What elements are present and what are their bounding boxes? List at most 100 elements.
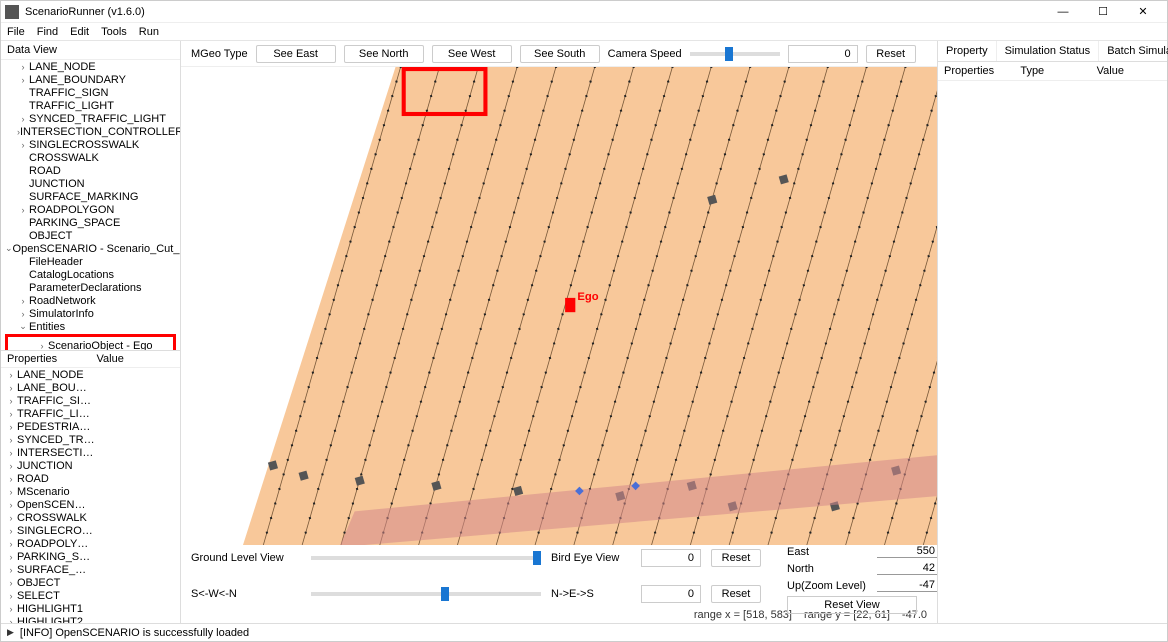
tree-item-label: TRAFFIC_SIGN <box>29 87 108 99</box>
see-south-button[interactable]: See South <box>520 45 600 63</box>
app-window: ScenarioRunner (v1.6.0) — ☐ ✕ File Find … <box>0 0 1168 642</box>
tree-item[interactable]: FileHeader <box>1 255 180 268</box>
east-value[interactable]: 550 <box>877 545 937 558</box>
rp-col-value: Value <box>1091 62 1167 80</box>
props-item[interactable]: ›SINGLECRO… <box>1 524 180 537</box>
props-list[interactable]: ›LANE_NODE›LANE_BOU…›TRAFFIC_SI…›TRAFFIC… <box>1 368 180 623</box>
status-expand-icon[interactable]: ▶ <box>7 627 14 638</box>
props-item[interactable]: ›CROSSWALK <box>1 511 180 524</box>
bird-view-value[interactable]: 0 <box>641 549 701 567</box>
props-item[interactable]: ›LANE_NODE <box>1 368 180 381</box>
data-view-header: Data View <box>1 41 180 60</box>
tree-item[interactable]: JUNCTION <box>1 177 180 190</box>
menu-tools[interactable]: Tools <box>101 26 127 38</box>
tree-item-label: CROSSWALK <box>29 152 99 164</box>
caret-icon: › <box>17 114 29 124</box>
props-item[interactable]: ›TRAFFIC_SI… <box>1 394 180 407</box>
swn-slider[interactable] <box>311 592 541 596</box>
map-toolbar: MGeo Type See East See North See West Se… <box>181 41 937 67</box>
data-view-tree[interactable]: ›LANE_NODE›LANE_BOUNDARYTRAFFIC_SIGNTRAF… <box>1 60 180 350</box>
props-item-label: PEDESTRIA… <box>17 421 90 433</box>
tree-item[interactable]: SURFACE_MARKING <box>1 190 180 203</box>
zoom-value[interactable]: -47 <box>877 579 937 592</box>
props-item[interactable]: ›HIGHLIGHT1 <box>1 602 180 615</box>
nes-label: N->E->S <box>551 588 631 600</box>
props-item-label: ROAD <box>17 473 49 485</box>
maximize-button[interactable]: ☐ <box>1083 2 1123 22</box>
props-item[interactable]: ›PEDESTRIA… <box>1 420 180 433</box>
tree-item[interactable]: ›ScenarioObject - Ego <box>8 339 173 350</box>
props-item-label: TRAFFIC_LI… <box>17 408 90 420</box>
props-item[interactable]: ›ROADPOLY… <box>1 537 180 550</box>
tree-item[interactable]: ›LANE_NODE <box>1 60 180 73</box>
tree-item[interactable]: TRAFFIC_LIGHT <box>1 99 180 112</box>
camera-speed-label: Camera Speed <box>608 48 682 60</box>
see-west-button[interactable]: See West <box>432 45 512 63</box>
props-item-label: SINGLECRO… <box>17 525 93 537</box>
camera-speed-slider[interactable] <box>690 52 780 56</box>
see-north-button[interactable]: See North <box>344 45 424 63</box>
props-item[interactable]: ›ROAD <box>1 472 180 485</box>
entities-highlight: ›ScenarioObject - Ego›ScenarioObject - N… <box>5 334 176 350</box>
tree-item-label: JUNCTION <box>29 178 85 190</box>
props-item[interactable]: ›HIGHLIGHT2 <box>1 615 180 623</box>
props-item[interactable]: ›INTERSECTI… <box>1 446 180 459</box>
tree-item[interactable]: TRAFFIC_SIGN <box>1 86 180 99</box>
nes-reset-button[interactable]: Reset <box>711 585 761 603</box>
props-item-label: LANE_NODE <box>17 369 84 381</box>
tree-item[interactable]: PARKING_SPACE <box>1 216 180 229</box>
tree-item[interactable]: ⌄Entities <box>1 320 180 333</box>
tree-item[interactable]: ParameterDeclarations <box>1 281 180 294</box>
camera-reset-button[interactable]: Reset <box>866 45 916 63</box>
tree-item-label: PARKING_SPACE <box>29 217 120 229</box>
tab-sim-status[interactable]: Simulation Status <box>997 41 1100 61</box>
close-button[interactable]: ✕ <box>1123 2 1163 22</box>
tree-item[interactable]: ›SimulatorInfo <box>1 307 180 320</box>
north-label: North <box>787 563 877 575</box>
menu-run[interactable]: Run <box>139 26 159 38</box>
props-item-label: SELECT <box>17 590 60 602</box>
minimize-button[interactable]: — <box>1043 2 1083 22</box>
props-item[interactable]: ›JUNCTION <box>1 459 180 472</box>
menu-file[interactable]: File <box>7 26 25 38</box>
see-east-button[interactable]: See East <box>256 45 336 63</box>
tree-item[interactable]: ›ROADPOLYGON <box>1 203 180 216</box>
view-reset-button[interactable]: Reset <box>711 549 761 567</box>
props-item[interactable]: ›PARKING_S… <box>1 550 180 563</box>
props-item[interactable]: ›OBJECT <box>1 576 180 589</box>
props-item[interactable]: ›TRAFFIC_LI… <box>1 407 180 420</box>
props-item-label: OpenSCEN… <box>17 499 85 511</box>
tree-item[interactable]: ›SYNCED_TRAFFIC_LIGHT <box>1 112 180 125</box>
props-item[interactable]: ›OpenSCEN… <box>1 498 180 511</box>
tree-item[interactable]: ⌄OpenSCENARIO - Scenario_Cut_In_1 <box>1 242 180 255</box>
caret-icon: › <box>5 461 17 471</box>
caret-icon: › <box>5 409 17 419</box>
props-item[interactable]: ›SURFACE_… <box>1 563 180 576</box>
reset-view-button[interactable]: Reset View <box>787 596 917 614</box>
props-item[interactable]: ›SELECT <box>1 589 180 602</box>
north-value[interactable]: 42 <box>877 562 937 575</box>
props-item[interactable]: ›SYNCED_TR… <box>1 433 180 446</box>
window-title: ScenarioRunner (v1.6.0) <box>25 6 1043 18</box>
menu-edit[interactable]: Edit <box>70 26 89 38</box>
tree-item[interactable]: ›LANE_BOUNDARY <box>1 73 180 86</box>
tree-item[interactable]: CROSSWALK <box>1 151 180 164</box>
props-item[interactable]: ›LANE_BOU… <box>1 381 180 394</box>
camera-speed-value[interactable]: 0 <box>788 45 858 63</box>
tree-item[interactable]: OBJECT <box>1 229 180 242</box>
tree-item-label: ScenarioObject - Ego <box>48 340 153 351</box>
caret-icon: ⌄ <box>17 321 29 332</box>
nes-value[interactable]: 0 <box>641 585 701 603</box>
menu-find[interactable]: Find <box>37 26 58 38</box>
tab-property[interactable]: Property <box>938 41 997 61</box>
tree-item[interactable]: ›RoadNetwork <box>1 294 180 307</box>
tree-item[interactable]: ROAD <box>1 164 180 177</box>
tab-batch-sim[interactable]: Batch Simulation <box>1099 41 1168 61</box>
tree-item[interactable]: ›INTERSECTION_CONTROLLER <box>1 125 180 138</box>
tree-item[interactable]: CatalogLocations <box>1 268 180 281</box>
ground-view-slider[interactable] <box>311 556 541 560</box>
map-canvas[interactable]: Ego <box>181 67 937 545</box>
caret-icon: › <box>5 526 17 536</box>
props-item[interactable]: ›MScenario <box>1 485 180 498</box>
tree-item[interactable]: ›SINGLECROSSWALK <box>1 138 180 151</box>
